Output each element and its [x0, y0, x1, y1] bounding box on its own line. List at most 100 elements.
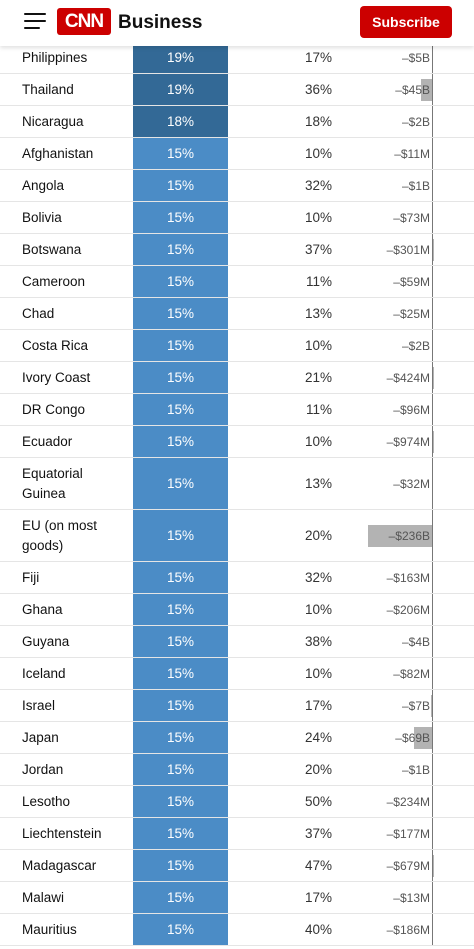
previous-rate-cell: 47%	[304, 858, 332, 873]
country-cell: Botswana	[22, 241, 82, 257]
previous-rate-cell: 10%	[304, 338, 332, 353]
country-cell: Jordan	[22, 761, 64, 777]
new-rate-cell: 15%	[133, 394, 228, 425]
previous-rate-cell: 37%	[304, 242, 332, 257]
new-rate-cell: 15%	[133, 138, 228, 169]
trade-deficit-cell: –$1B	[345, 170, 433, 201]
tariff-table: Philippines 19% 17% –$5B Thailand 19% 36% –$45B…	[0, 42, 474, 946]
trade-deficit-cell: –$236B	[345, 510, 433, 561]
deficit-label: –$163M	[386, 570, 430, 585]
deficit-label: –$679M	[386, 858, 430, 873]
country-cell: Chad	[22, 305, 55, 321]
trade-deficit-cell: –$7B	[345, 690, 433, 721]
new-rate-cell: 15%	[133, 426, 228, 457]
table-row: Iceland 15% 10% –$82M	[0, 658, 474, 690]
previous-rate-cell: 10%	[304, 146, 332, 161]
table-row: Costa Rica 15% 10% –$2B	[0, 330, 474, 362]
table-row: Japan 15% 24% –$69B	[0, 722, 474, 754]
trade-deficit-cell: –$234M	[345, 786, 433, 817]
table-row: Lesotho 15% 50% –$234M	[0, 786, 474, 818]
previous-rate-cell: 32%	[304, 570, 332, 585]
previous-rate-cell: 38%	[304, 634, 332, 649]
new-rate-cell: 15%	[133, 850, 228, 881]
trade-deficit-cell: –$424M	[345, 362, 433, 393]
deficit-label: –$186M	[386, 922, 430, 937]
hamburger-menu-icon[interactable]	[24, 12, 46, 30]
trade-deficit-cell: –$2B	[345, 106, 433, 137]
country-cell: Guyana	[22, 633, 70, 649]
table-row: Thailand 19% 36% –$45B	[0, 74, 474, 106]
cnn-logo[interactable]: CNN	[57, 8, 111, 35]
new-rate-cell: 15%	[133, 818, 228, 849]
previous-rate-cell: 21%	[304, 370, 332, 385]
country-cell: Malawi	[22, 889, 65, 905]
country-cell: Bolivia	[22, 209, 62, 225]
previous-rate-cell: 10%	[304, 434, 332, 449]
country-cell: Cameroon	[22, 273, 86, 289]
new-rate-cell: 15%	[133, 510, 228, 561]
deficit-label: –$73M	[393, 210, 430, 225]
table-row: Philippines 19% 17% –$5B	[0, 42, 474, 74]
trade-deficit-cell: –$59M	[345, 266, 433, 297]
new-rate-cell: 15%	[133, 658, 228, 689]
section-title[interactable]: Business	[118, 12, 203, 33]
new-rate-cell: 15%	[133, 562, 228, 593]
previous-rate-cell: 36%	[304, 82, 332, 97]
deficit-label: –$13M	[393, 890, 430, 905]
new-rate-cell: 15%	[133, 330, 228, 361]
table-row: Israel 15% 17% –$7B	[0, 690, 474, 722]
country-cell: Iceland	[22, 665, 66, 681]
trade-deficit-cell: –$13M	[345, 882, 433, 913]
country-cell: Angola	[22, 177, 65, 193]
previous-rate-cell: 20%	[304, 762, 332, 777]
new-rate-cell: 15%	[133, 170, 228, 201]
previous-rate-cell: 11%	[305, 402, 332, 417]
new-rate-cell: 19%	[133, 42, 228, 73]
new-rate-cell: 15%	[133, 754, 228, 785]
new-rate-cell: 15%	[133, 722, 228, 753]
trade-deficit-cell: –$25M	[345, 298, 433, 329]
previous-rate-cell: 37%	[304, 826, 332, 841]
table-row: Liechtenstein 15% 37% –$177M	[0, 818, 474, 850]
previous-rate-cell: 17%	[304, 50, 332, 65]
deficit-label: –$59M	[393, 274, 430, 289]
country-cell: Nicaragua	[22, 113, 84, 129]
table-row: Malawi 15% 17% –$13M	[0, 882, 474, 914]
previous-rate-cell: 40%	[304, 922, 332, 937]
deficit-label: –$2B	[401, 338, 430, 353]
country-cell: Equatorial Guinea	[22, 465, 83, 501]
trade-deficit-cell: –$206M	[345, 594, 433, 625]
trade-deficit-cell: –$5B	[345, 42, 433, 73]
previous-rate-cell: 17%	[304, 698, 332, 713]
new-rate-cell: 15%	[133, 202, 228, 233]
new-rate-cell: 19%	[133, 74, 228, 105]
country-cell: Costa Rica	[22, 337, 89, 353]
logo-text: CNN	[64, 10, 104, 32]
trade-deficit-cell: –$69B	[345, 722, 433, 753]
trade-deficit-cell: –$45B	[345, 74, 433, 105]
country-cell: Fiji	[22, 569, 40, 585]
previous-rate-cell: 17%	[304, 890, 332, 905]
country-cell: Israel	[22, 697, 56, 713]
trade-deficit-cell: –$2B	[345, 330, 433, 361]
table-row: Cameroon 15% 11% –$59M	[0, 266, 474, 298]
trade-deficit-cell: –$73M	[345, 202, 433, 233]
country-cell: Madagascar	[22, 857, 97, 873]
subscribe-button[interactable]: Subscribe	[360, 6, 452, 38]
deficit-label: –$5B	[401, 50, 430, 65]
trade-deficit-cell: –$11M	[345, 138, 433, 169]
deficit-label: –$177M	[386, 826, 430, 841]
new-rate-cell: 15%	[133, 362, 228, 393]
new-rate-cell: 15%	[133, 594, 228, 625]
deficit-label: –$25M	[393, 306, 430, 321]
new-rate-cell: 15%	[133, 266, 228, 297]
deficit-label: –$11M	[394, 146, 430, 161]
deficit-label: –$4B	[401, 634, 430, 649]
new-rate-cell: 18%	[133, 106, 228, 137]
trade-deficit-cell: –$1B	[345, 754, 433, 785]
country-cell: Mauritius	[22, 921, 77, 937]
deficit-label: –$236B	[388, 528, 430, 543]
country-cell: DR Congo	[22, 401, 86, 417]
previous-rate-cell: 13%	[304, 476, 332, 491]
deficit-label: –$69B	[395, 730, 430, 745]
